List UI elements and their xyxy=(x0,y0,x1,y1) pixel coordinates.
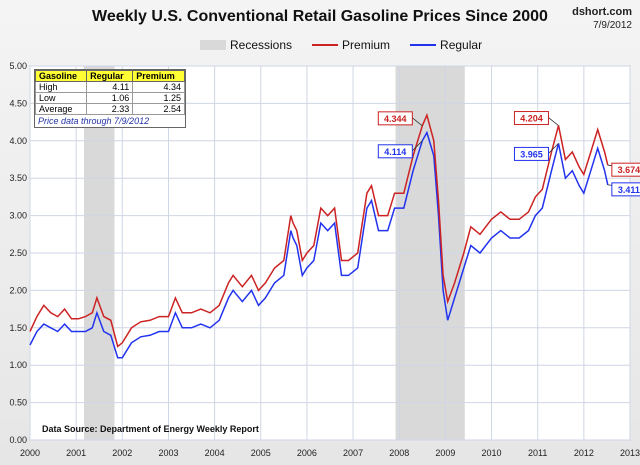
legend-regular-swatch xyxy=(410,44,437,46)
annotation-box xyxy=(611,162,640,177)
annotation-value: 4.204 xyxy=(520,114,543,124)
series-line-regular xyxy=(29,130,609,359)
stats-premium: 1.25 xyxy=(132,92,185,104)
annotation-value: 4.114 xyxy=(384,147,406,157)
report-date: 7/9/2012 xyxy=(593,20,632,31)
y-tick-label: 3.00 xyxy=(9,211,27,221)
x-tick-label: 2002 xyxy=(112,448,132,458)
stats-row-high: High 4.11 4.34 xyxy=(34,81,185,93)
annotation-box xyxy=(513,111,549,126)
legend-regular-label: Regular xyxy=(440,38,483,52)
stats-label: Average xyxy=(34,103,88,115)
x-tick-label: 2001 xyxy=(66,448,86,458)
stats-row-average: Average 2.33 2.54 xyxy=(34,103,185,115)
annotation-value: 4.344 xyxy=(384,114,407,124)
annotation-box xyxy=(513,146,549,161)
x-tick-label: 2007 xyxy=(343,448,363,458)
y-tick-label: 5.00 xyxy=(9,61,27,71)
y-tick-label: 1.50 xyxy=(9,323,27,333)
stats-regular: 1.06 xyxy=(86,92,134,104)
y-tick-label: 1.00 xyxy=(9,360,27,370)
stats-header-premium: Premium xyxy=(132,70,185,82)
y-tick-label: 0.00 xyxy=(9,435,27,445)
annotation-box xyxy=(377,111,413,126)
annotation-pointer xyxy=(548,117,559,126)
site-name: dshort.com xyxy=(572,6,632,18)
y-tick-label: 2.00 xyxy=(9,285,27,295)
annotation-pointer xyxy=(412,117,423,127)
legend-recession-swatch xyxy=(200,40,226,50)
stats-table: Gasoline Regular Premium High 4.11 4.34 … xyxy=(34,69,186,128)
x-tick-label: 2004 xyxy=(205,448,225,458)
legend-premium-label: Premium xyxy=(342,38,391,52)
x-tick-label: 2006 xyxy=(297,448,317,458)
x-tick-label: 2003 xyxy=(158,448,178,458)
series-line-premium xyxy=(29,112,609,348)
annotation-pointer xyxy=(412,140,423,152)
x-tick-label: 2011 xyxy=(528,448,547,458)
annotation-box xyxy=(377,144,413,159)
legend-premium-swatch xyxy=(312,44,339,46)
annotation-box xyxy=(611,182,640,197)
stats-label: Low xyxy=(34,92,88,104)
x-tick-label: 2010 xyxy=(482,448,502,458)
legend-recessions: Recessions xyxy=(200,38,292,52)
chart-title: Weekly U.S. Conventional Retail Gasoline… xyxy=(92,8,548,25)
legend-recessions-label: Recessions xyxy=(230,38,293,52)
annotation-pointer xyxy=(548,143,559,154)
legend-premium: Premium xyxy=(312,38,390,52)
stats-header-gasoline: Gasoline xyxy=(34,70,88,82)
legend-regular: Regular xyxy=(410,38,482,52)
stats-row-low: Low 1.06 1.25 xyxy=(34,92,185,104)
annotation-value: 3.411 xyxy=(618,185,640,195)
stats-premium: 2.54 xyxy=(132,103,185,115)
x-tick-label: 2013 xyxy=(620,448,640,458)
y-tick-label: 4.00 xyxy=(9,136,27,146)
y-tick-label: 0.50 xyxy=(9,398,27,408)
stats-note: Price data through 7/9/2012 xyxy=(38,116,150,126)
x-tick-label: 2009 xyxy=(435,448,455,458)
stats-regular: 2.33 xyxy=(86,103,134,115)
y-tick-label: 4.50 xyxy=(9,98,27,108)
y-tick-label: 2.50 xyxy=(9,248,27,258)
annotation-value: 3.965 xyxy=(520,149,543,159)
source-text: Data Source: Department of Energy Weekly… xyxy=(42,424,259,434)
x-tick-label: 2005 xyxy=(251,448,271,458)
annotation-value: 3.674 xyxy=(618,165,640,175)
stats-label: High xyxy=(34,81,88,93)
x-tick-label: 2000 xyxy=(20,448,40,458)
x-tick-label: 2008 xyxy=(389,448,409,458)
legend: Recessions Premium Regular xyxy=(200,36,496,54)
stats-regular: 4.11 xyxy=(86,81,134,93)
stats-header-regular: Regular xyxy=(86,70,134,82)
stats-premium: 4.34 xyxy=(132,81,185,93)
x-tick-label: 2012 xyxy=(574,448,594,458)
y-tick-label: 3.50 xyxy=(9,173,27,183)
